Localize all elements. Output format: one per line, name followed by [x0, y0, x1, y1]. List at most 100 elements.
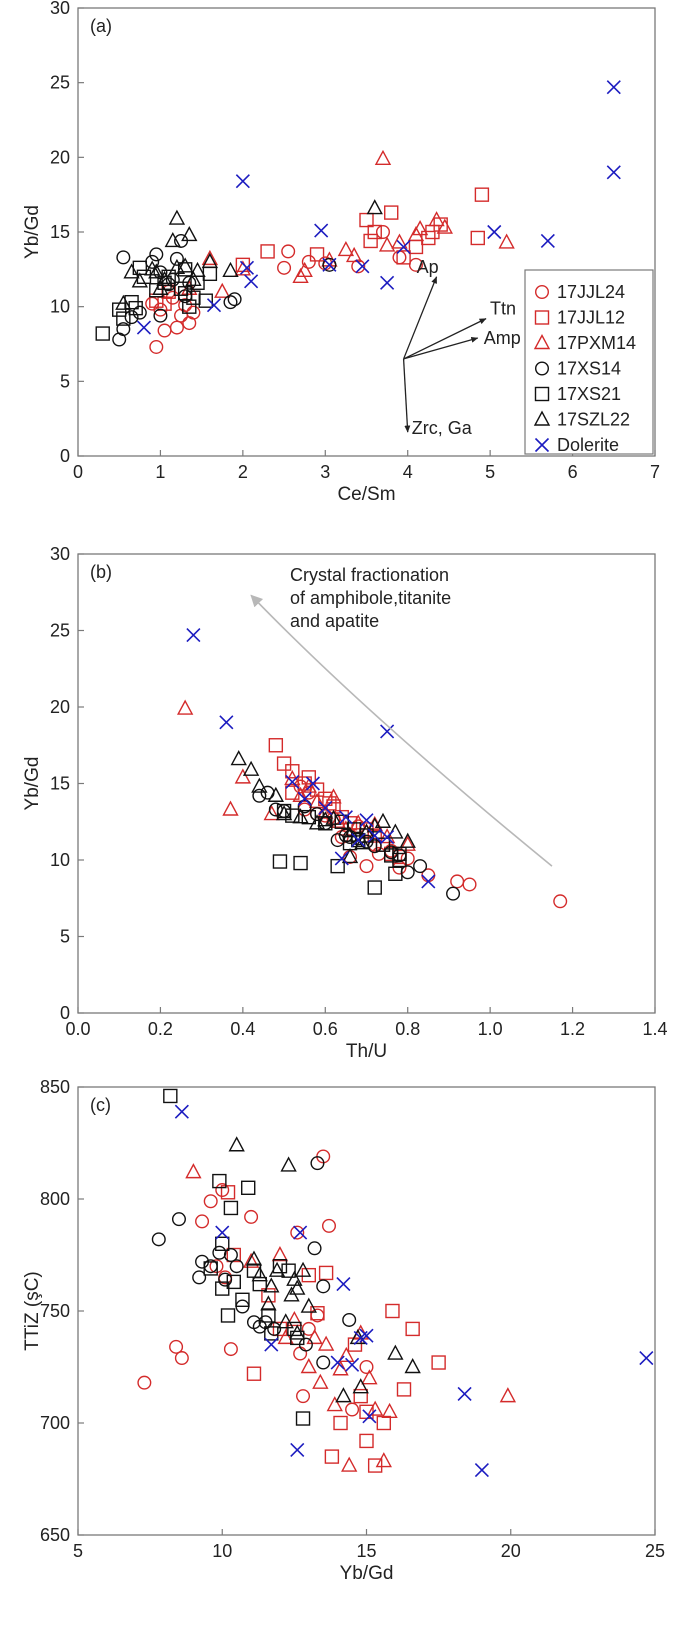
- data-point: [306, 1328, 323, 1345]
- data-point: [136, 320, 152, 335]
- data-point: [219, 715, 234, 730]
- legend-item-17jjl24: 17JJL24: [535, 282, 625, 302]
- data-point: [198, 293, 213, 308]
- x-tick-label: 20: [501, 1541, 521, 1561]
- data-point: [300, 777, 317, 793]
- data-point: [244, 274, 259, 289]
- data-point: [251, 777, 268, 793]
- legend-item-17jjl12: 17JJL12: [534, 308, 625, 328]
- annotation-line: Crystal fractionation: [290, 565, 449, 585]
- x-tick-label: 5: [485, 462, 495, 482]
- x-tick-label: 0.2: [148, 1019, 173, 1039]
- data-point: [359, 1433, 374, 1449]
- data-point: [309, 782, 325, 797]
- data-point: [487, 224, 502, 240]
- data-point: [312, 1373, 329, 1389]
- data-point: [131, 272, 148, 288]
- data-point: [296, 1389, 311, 1404]
- x-tick-label: 1: [155, 462, 165, 482]
- data-point: [399, 835, 416, 851]
- data-point: [553, 894, 568, 909]
- x-tick-label: 15: [356, 1541, 376, 1561]
- data-point: [215, 1236, 230, 1252]
- data-point: [359, 212, 374, 228]
- data-point: [293, 1225, 308, 1240]
- data-point: [220, 1308, 236, 1323]
- data-point: [153, 308, 168, 323]
- data-point: [152, 279, 169, 295]
- data-point: [376, 1415, 392, 1431]
- legend-label: Dolerite: [557, 435, 619, 455]
- panel-label: (c): [90, 1095, 111, 1115]
- data-point: [330, 1355, 345, 1370]
- series-17xs14: [151, 1156, 357, 1370]
- data-point: [222, 261, 239, 278]
- legend-marker: [535, 361, 550, 376]
- x-tick-label: 1.2: [560, 1019, 585, 1039]
- data-point: [229, 1259, 244, 1274]
- data-point: [168, 209, 186, 225]
- data-point: [286, 1270, 303, 1286]
- data-point: [124, 310, 139, 325]
- data-point: [300, 1358, 317, 1374]
- data-point: [285, 774, 300, 790]
- data-point: [359, 859, 374, 874]
- data-point: [334, 814, 349, 829]
- data-point: [411, 220, 429, 236]
- legend-label: 17XS21: [557, 384, 621, 404]
- y-tick-label: 10: [50, 297, 70, 317]
- data-point: [310, 1306, 325, 1321]
- vector-arrow: [402, 276, 438, 360]
- legend-marker: [534, 386, 550, 402]
- legend-item-17xs14: 17XS14: [535, 359, 621, 379]
- data-point: [286, 1310, 303, 1327]
- data-point: [272, 854, 288, 869]
- data-point: [149, 283, 164, 298]
- data-point: [392, 846, 407, 862]
- y-axis-label: TTiZ (şC): [22, 1271, 43, 1351]
- data-point: [181, 226, 198, 242]
- data-point: [252, 1276, 267, 1292]
- data-point: [116, 311, 131, 326]
- x-tick-label: 7: [650, 462, 660, 482]
- y-tick-label: 800: [40, 1189, 70, 1209]
- data-point: [381, 1402, 398, 1419]
- y-tick-label: 0: [60, 446, 70, 466]
- data-point: [285, 785, 300, 800]
- data-point: [337, 240, 355, 257]
- data-point: [235, 174, 250, 189]
- legend-item-dolerite: Dolerite: [534, 435, 619, 455]
- data-point: [318, 1265, 334, 1281]
- data-point: [314, 223, 329, 238]
- data-point: [285, 764, 300, 779]
- data-point: [359, 813, 374, 828]
- data-point: [215, 1225, 230, 1240]
- data-point: [310, 807, 325, 822]
- series-17jjl12: [220, 1185, 446, 1473]
- data-point: [186, 290, 201, 305]
- data-point: [375, 1452, 392, 1468]
- data-point: [345, 1402, 360, 1417]
- data-point: [450, 874, 465, 889]
- data-point: [462, 877, 477, 892]
- data-point: [297, 799, 312, 814]
- x-axis-label: Yb/Gd: [340, 1563, 394, 1584]
- data-point: [335, 1387, 352, 1403]
- data-point: [277, 1328, 294, 1345]
- data-point: [380, 724, 395, 739]
- data-point: [385, 1303, 400, 1319]
- data-point: [387, 1344, 404, 1360]
- data-point: [261, 1288, 276, 1303]
- data-point: [176, 699, 194, 715]
- data-point: [322, 257, 337, 272]
- data-point: [367, 828, 382, 843]
- data-point: [474, 1462, 489, 1478]
- data-point: [242, 760, 260, 776]
- data-point: [252, 788, 267, 803]
- data-point: [222, 800, 239, 816]
- data-point: [230, 750, 247, 766]
- x-tick-label: 6: [568, 462, 578, 482]
- data-point: [404, 1358, 421, 1374]
- annotation-line: and apatite: [290, 611, 379, 631]
- data-point: [268, 1261, 286, 1277]
